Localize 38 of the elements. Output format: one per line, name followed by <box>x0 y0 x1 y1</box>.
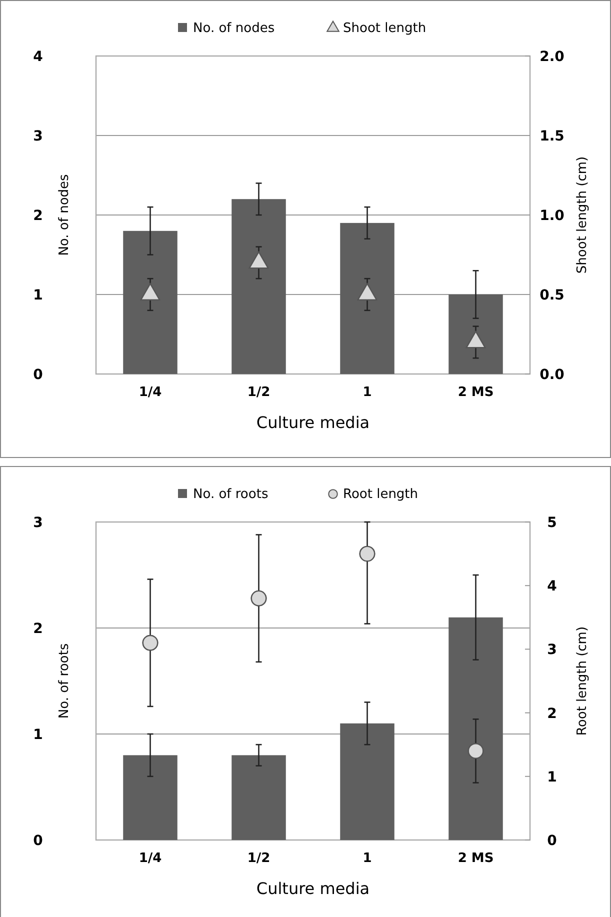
y2-tick-label: 5 <box>547 515 557 531</box>
y2-tick-label: 2.0 <box>540 49 565 65</box>
y2-tick-label: 0 <box>547 833 558 849</box>
y-tick-label: 1 <box>33 727 43 743</box>
x-tick-label: 2 MS <box>458 385 494 400</box>
y2-tick-label: 3 <box>547 642 557 658</box>
y2-axis-title: Root length (cm) <box>575 626 590 736</box>
x-tick-label: 1/2 <box>247 385 270 400</box>
legend-label: No. of nodes <box>193 21 275 36</box>
y2-tick-label: 1.0 <box>540 208 565 224</box>
x-tick-label: 2 MS <box>458 851 494 866</box>
x-tick-label: 1/4 <box>138 851 162 866</box>
y-tick-label: 0 <box>33 833 44 849</box>
y2-tick-label: 2 <box>547 706 557 722</box>
y-tick-label: 2 <box>33 621 43 637</box>
x-tick-label: 1/4 <box>138 385 162 400</box>
x-axis-title: Culture media <box>256 879 370 898</box>
y-tick-label: 0 <box>33 367 44 383</box>
y-tick-label: 1 <box>33 288 43 304</box>
y-tick-label: 4 <box>33 49 44 65</box>
x-axis-title: Culture media <box>256 413 370 432</box>
legend-label: Shoot length <box>343 21 426 36</box>
y2-axis-title: Shoot length (cm) <box>575 156 590 274</box>
y-tick-label: 3 <box>33 128 43 144</box>
y2-tick-label: 0.0 <box>540 367 565 383</box>
y2-tick-label: 1 <box>547 769 557 786</box>
x-tick-label: 1 <box>362 385 372 400</box>
y2-tick-label: 0.5 <box>540 288 564 304</box>
y-axis-title: No. of roots <box>57 643 72 719</box>
y2-tick-label: 4 <box>547 578 558 595</box>
y2-tick-label: 1.5 <box>540 128 564 144</box>
y-axis-title: No. of nodes <box>57 174 72 256</box>
legend-label: No. of roots <box>193 487 268 502</box>
x-tick-label: 1/2 <box>247 851 270 866</box>
y-tick-label: 2 <box>33 208 43 224</box>
x-tick-label: 1 <box>362 851 372 866</box>
y-tick-label: 3 <box>33 515 43 531</box>
legend-label: Root length <box>343 487 418 502</box>
